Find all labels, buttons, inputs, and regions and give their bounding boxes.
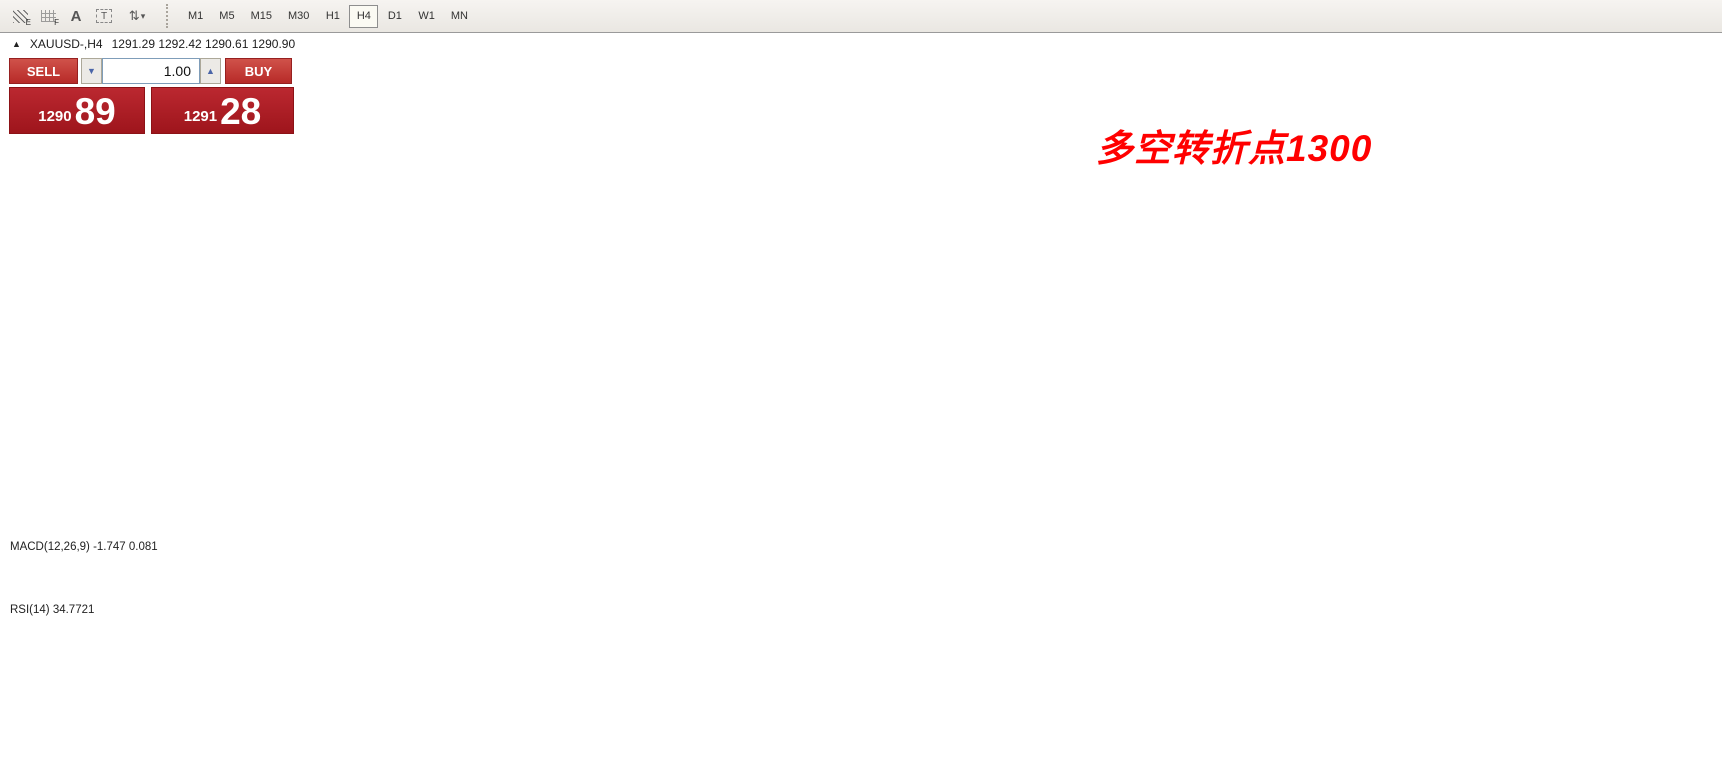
tf-button-m5[interactable]: M5 bbox=[212, 5, 241, 28]
rsi-indicator-label: RSI(14) 34.7721 bbox=[10, 604, 95, 616]
arrows-icon: ⇅ bbox=[128, 8, 140, 23]
buy-price-small: 1291 bbox=[183, 108, 218, 125]
macd-indicator-label: MACD(12,26,9) -1.747 0.081 bbox=[10, 541, 158, 553]
chevron-down-icon: ▾ bbox=[140, 10, 146, 21]
buy-price-big: 28 bbox=[220, 91, 262, 132]
spin-up-icon: ▲ bbox=[206, 66, 215, 76]
volume-field-wrap bbox=[102, 58, 200, 84]
sell-price-box[interactable]: 1290 89 bbox=[9, 87, 145, 134]
toolbar-grip bbox=[166, 4, 174, 28]
volume-decrease-button[interactable]: ▼ bbox=[81, 58, 102, 84]
tf-button-mn[interactable]: MN bbox=[444, 5, 475, 28]
tf-button-h4[interactable]: H4 bbox=[349, 4, 379, 28]
buy-button[interactable]: BUY bbox=[225, 58, 292, 84]
tf-button-d1[interactable]: D1 bbox=[380, 5, 409, 28]
time-axis[interactable] bbox=[0, 733, 1655, 749]
tf-button-h1[interactable]: H1 bbox=[318, 5, 347, 28]
volume-input[interactable] bbox=[103, 59, 199, 83]
grid-tool-button[interactable]: F bbox=[34, 4, 62, 29]
textbox-tool-button[interactable]: T bbox=[90, 4, 118, 29]
hatch-icon bbox=[12, 9, 28, 23]
tf-button-m1[interactable]: M1 bbox=[181, 5, 210, 28]
arrows-tool-button[interactable]: ⇅ ▾ bbox=[118, 4, 156, 29]
indicators-tool-button[interactable]: E bbox=[6, 4, 34, 29]
chart-annotation-text[interactable]: 多空转折点1300 bbox=[1096, 128, 1373, 169]
ohlc-readout: 1291.29 1292.42 1290.61 1290.90 bbox=[111, 37, 296, 51]
tf-button-m15[interactable]: M15 bbox=[244, 5, 279, 28]
volume-increase-button[interactable]: ▲ bbox=[200, 58, 221, 84]
sell-price-small: 1290 bbox=[38, 108, 72, 125]
symbol-period-label: XAUUSD-,H4 bbox=[29, 37, 103, 51]
text-label-icon: A bbox=[70, 7, 82, 25]
buy-price-box[interactable]: 1291 28 bbox=[151, 87, 294, 134]
one-click-trading-panel: SELL ▼ ▲ BUY 1290 89 1291 28 bbox=[9, 58, 294, 134]
text-label-tool-button[interactable]: A bbox=[62, 4, 90, 29]
sell-price-big: 89 bbox=[74, 91, 116, 132]
tf-button-w1[interactable]: W1 bbox=[411, 5, 442, 28]
grid-icon-sub: F bbox=[54, 17, 59, 27]
spin-down-icon: ▼ bbox=[87, 66, 96, 76]
grid-icon bbox=[40, 10, 56, 22]
textbox-icon: T bbox=[96, 9, 112, 23]
tf-button-m30[interactable]: M30 bbox=[281, 5, 316, 28]
toolbar: E F A T ⇅ ▾ M1 M5 M15 M30 H1 H4 D1 W1 MN bbox=[0, 0, 1722, 33]
collapse-icon[interactable]: ▲ bbox=[12, 39, 21, 49]
sell-button[interactable]: SELL bbox=[9, 58, 78, 84]
hatch-icon-sub: E bbox=[25, 17, 31, 27]
chart-header: ▲ XAUUSD-,H4 1291.29 1292.42 1290.61 129… bbox=[12, 37, 295, 51]
